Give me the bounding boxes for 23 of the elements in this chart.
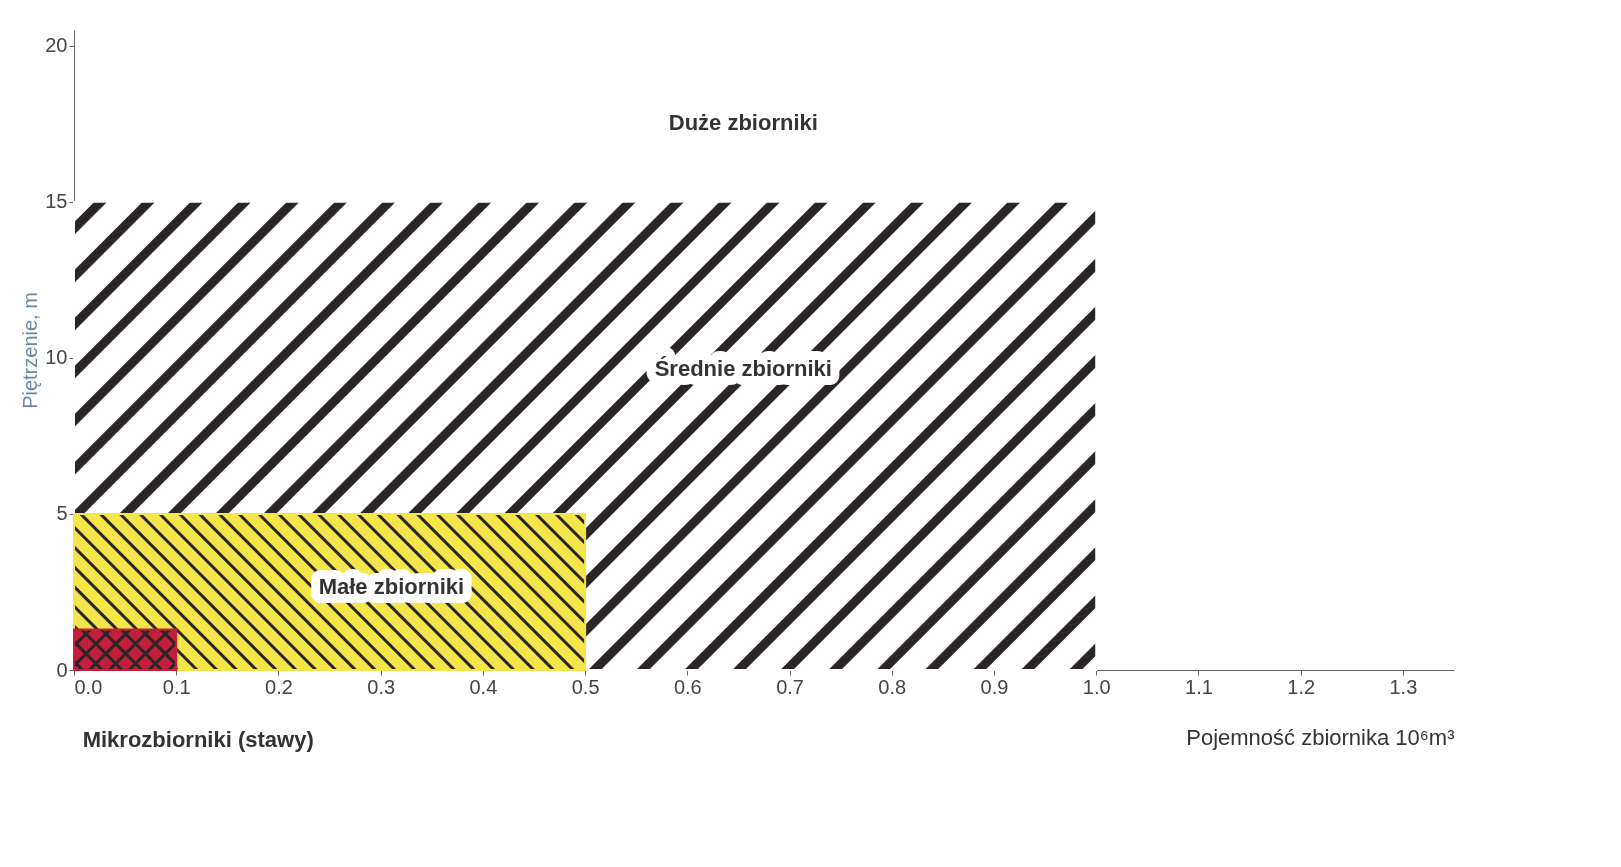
x-tick-label: 0.3 — [367, 675, 396, 698]
text: Mikrozbiorniki (stawy) — [82, 727, 314, 752]
x-tick-label: 0.4 — [469, 675, 498, 698]
y-tick-label: 5 — [56, 502, 68, 525]
x-tick-label: 0.7 — [776, 675, 804, 698]
x-tick-label: 0.9 — [980, 675, 1009, 698]
y-tick-label: 0 — [56, 658, 68, 681]
x-tick-label: 1.1 — [1185, 675, 1213, 698]
x-tick-label: 0.8 — [878, 675, 907, 698]
x-tick-label: 0.6 — [673, 675, 702, 698]
x-tick-label: 1.0 — [1082, 675, 1111, 698]
y-tick-label: 20 — [45, 34, 68, 57]
y-tick-label: 10 — [45, 346, 68, 369]
x-tick-label: 0.2 — [265, 675, 293, 698]
x-tick-label: 0.5 — [571, 675, 600, 698]
x-tick-label: 0.1 — [162, 675, 191, 698]
y-axis-title: Piętrzenie, m — [19, 292, 42, 409]
x-tick-label: 1.3 — [1389, 675, 1418, 698]
x-tick-label: 1.2 — [1287, 675, 1316, 698]
x-axis-title: Pojemność zbiornika 10⁶m³ — [1186, 724, 1455, 750]
x-tick-label: 0.0 — [74, 675, 103, 698]
y-tick-label: 15 — [45, 190, 68, 213]
annotation: Duże zbiorniki — [668, 109, 818, 135]
